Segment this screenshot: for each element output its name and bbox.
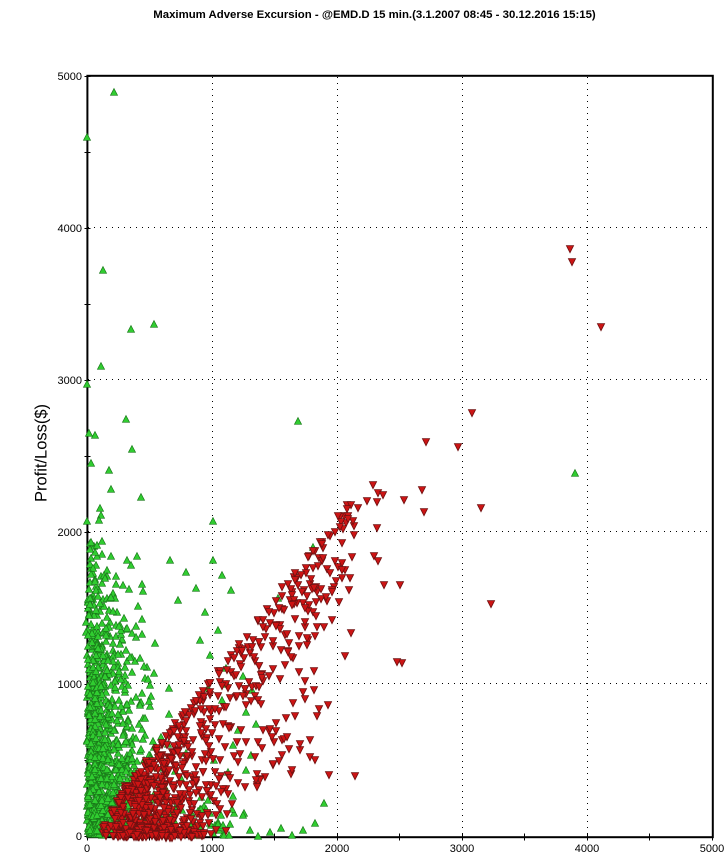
svg-text:3000: 3000: [58, 375, 82, 387]
svg-text:3000: 3000: [450, 843, 474, 855]
svg-text:0: 0: [76, 831, 82, 843]
svg-text:2000: 2000: [325, 843, 349, 855]
svg-text:1000: 1000: [58, 679, 82, 691]
svg-text:Maximum Adverse Excursion - @E: Maximum Adverse Excursion - @EMD.D 15 mi…: [153, 9, 596, 21]
svg-text:1000: 1000: [200, 843, 224, 855]
svg-text:2000: 2000: [58, 527, 82, 539]
svg-text:4000: 4000: [575, 843, 599, 855]
svg-text:5000: 5000: [58, 71, 82, 83]
svg-text:Profit/Loss($): Profit/Loss($): [33, 404, 51, 502]
svg-text:5000: 5000: [700, 843, 724, 855]
svg-text:4000: 4000: [58, 223, 82, 235]
svg-text:0: 0: [84, 843, 90, 855]
